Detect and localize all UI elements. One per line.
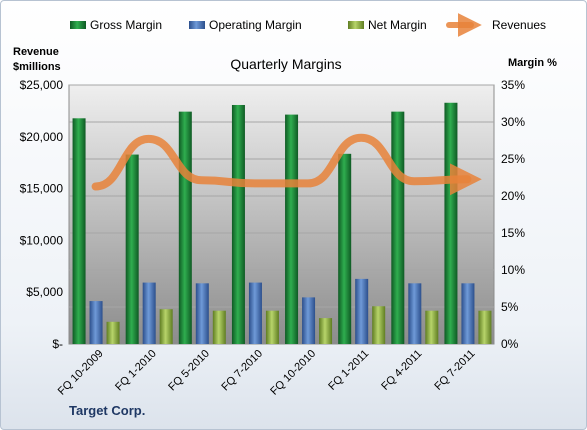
right-axis-tick-label: 20% [501,189,525,203]
bar-net-margin [212,310,226,344]
line-revenues [91,133,482,196]
bar-operating-margin [89,301,103,344]
right-axis-tick-label: 5% [501,300,519,314]
bar-operating-margin [355,278,369,344]
legend-item-revenues: Revenues [446,13,546,37]
category-label: FQ 4-2011 [379,348,424,393]
right-axis-title: Margin % [508,57,557,69]
left-axis-tick-label: $15,000 [20,182,64,196]
left-axis-title-line1: Revenue [13,46,59,58]
category-label: FQ 1-2010 [113,348,159,394]
left-axis-tick-label: $20,000 [20,130,64,144]
bar-operating-margin [142,282,156,344]
legend-swatch-net-margin [348,21,364,29]
footer-company: Target Corp. [69,403,145,418]
left-axis-tick-label: $- [52,337,63,351]
bar-net-margin [106,321,120,344]
category-label: FQ 7-2010 [219,348,265,394]
bar-operating-margin [248,282,262,344]
chart-title: Quarterly Margins [230,56,341,72]
left-axis-title-line2: $millions [13,61,61,73]
bar-gross-margin [231,104,245,344]
category-labels: FQ 10-2009 FQ 1-2010 FQ 5-2010 FQ 7-2010 FQ … [56,348,478,398]
legend-swatch-gross-margin [70,21,86,29]
legend-item-net-margin: Net Margin [348,18,427,32]
bar-operating-margin [461,283,475,344]
bar-net-margin [425,310,439,344]
left-axis-tick-label: $5,000 [26,285,63,299]
legend: Gross Margin Operating Margin Net Margin… [70,13,546,37]
legend-label-operating-margin: Operating Margin [209,18,302,32]
bar-gross-margin [125,154,139,344]
bar-operating-margin [408,283,422,344]
category-label: FQ 10-2010 [268,348,318,398]
legend-item-operating-margin: Operating Margin [189,18,302,32]
category-label: FQ 1-2011 [326,348,371,393]
legend-label-net-margin: Net Margin [368,18,427,32]
right-axis-tick-label: 10% [501,263,525,277]
right-axis-ticks: 0% 5% 10% 15% 20% 25% 30% 35% [501,78,525,351]
bar-net-margin [478,310,492,344]
revenue-line [91,133,482,196]
legend-label-revenues: Revenues [492,18,546,32]
gridlines [69,84,494,308]
bar-gross-margin [391,111,405,344]
bar-operating-margin [302,297,316,344]
category-label: FQ 7-2011 [432,348,477,393]
right-axis-tick-label: 15% [501,226,525,240]
category-label: FQ 5-2010 [166,348,212,394]
bar-gross-margin [338,153,352,344]
legend-swatch-operating-margin [189,21,205,29]
right-axis-tick-label: 35% [501,78,525,92]
bar-net-margin [265,310,279,344]
left-axis-tick-label: $25,000 [20,78,64,92]
left-axis-ticks: $- $5,000 $10,000 $15,000 $20,000 $25,000 [20,78,64,351]
bar-net-margin [372,306,386,344]
bar-net-margin [159,309,173,344]
plot-area [68,84,495,345]
bar-operating-margin [195,283,209,344]
right-axis-tick-label: 0% [501,337,519,351]
right-axis-tick-label: 30% [501,115,525,129]
left-axis-tick-label: $10,000 [20,233,64,247]
bar-gross-margin [285,114,299,344]
bar-net-margin [319,318,333,344]
legend-label-gross-margin: Gross Margin [90,18,162,32]
bar-gross-margin [444,102,458,344]
legend-item-gross-margin: Gross Margin [70,18,162,32]
bar-gross-margin [178,111,192,344]
right-axis-tick-label: 25% [501,152,525,166]
category-label: FQ 10-2009 [56,348,106,398]
bar-gross-margin [72,118,86,344]
